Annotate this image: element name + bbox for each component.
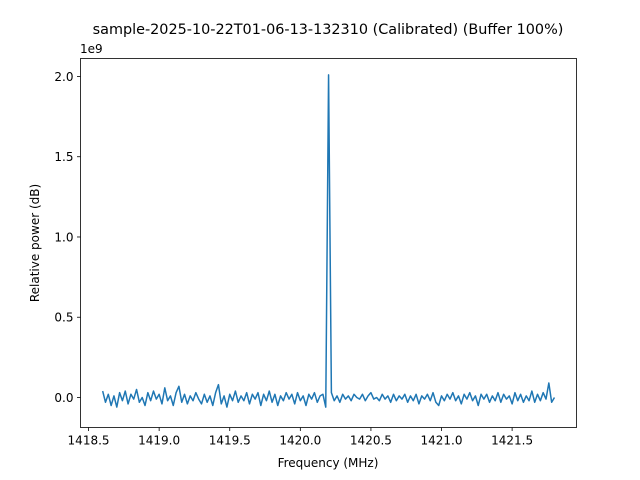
plot-area — [101, 74, 556, 408]
y-tick-label: 2.0 — [54, 70, 73, 84]
y-offset-text: 1e9 — [80, 42, 103, 56]
x-tick-label: 1419.5 — [209, 434, 251, 448]
y-tick-label: 0.5 — [54, 311, 73, 325]
x-tick-label: 1418.5 — [68, 434, 110, 448]
x-axis-label: Frequency (MHz) — [278, 456, 379, 470]
series-line — [101, 74, 556, 408]
x-tick-label: 1420.5 — [350, 434, 392, 448]
x-tick-label: 1419.0 — [138, 434, 180, 448]
y-tick-label: 1.5 — [54, 150, 73, 164]
y-tick-label: 1.0 — [54, 230, 73, 244]
y-axis-label: Relative power (dB) — [28, 184, 42, 302]
y-tick-label: 0.0 — [54, 391, 73, 405]
y-axis: 0.0 0.5 1.0 1.5 2.0 — [54, 70, 81, 405]
x-tick-label: 1421.0 — [421, 434, 463, 448]
chart-title: sample-2025-10-22T01-06-13-132310 (Calib… — [93, 22, 564, 38]
axes-frame — [80, 58, 577, 428]
x-axis: 1418.5 1419.0 1419.5 1420.0 1420.5 1421.0 1421… — [68, 427, 533, 448]
x-tick-label: 1421.5 — [491, 434, 533, 448]
x-tick-label: 1420.0 — [279, 434, 321, 448]
